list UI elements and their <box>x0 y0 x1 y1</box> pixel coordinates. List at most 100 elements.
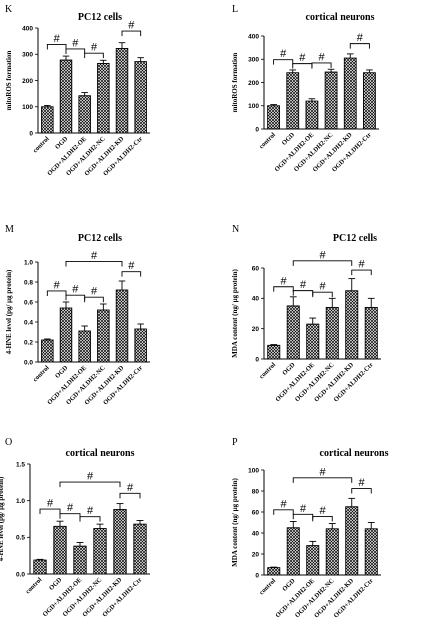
bar <box>286 305 300 360</box>
bar <box>93 528 107 575</box>
y-tick-label: 80 <box>252 488 260 495</box>
bar <box>41 106 54 134</box>
chart-title: PC12 cells <box>78 233 122 244</box>
y-tick-label: 1.5 <box>16 461 25 468</box>
significance-bracket <box>121 30 142 37</box>
significance-marker: # <box>300 279 307 291</box>
significance-marker: # <box>357 32 364 44</box>
significance-bracket <box>79 516 101 522</box>
significance-bracket <box>273 286 294 292</box>
y-tick-label: 100 <box>22 104 33 111</box>
significance-marker: # <box>87 471 94 483</box>
category-label: control <box>24 576 43 595</box>
y-tick-label: 200 <box>22 78 33 85</box>
category-label: OGD <box>48 576 64 592</box>
bar <box>345 506 359 576</box>
bar <box>325 528 339 576</box>
category-label: OGD <box>54 364 70 380</box>
significance-bracket <box>312 291 333 298</box>
significance-bracket <box>312 515 333 522</box>
significance-marker: # <box>299 52 306 64</box>
significance-marker: # <box>91 250 98 262</box>
panel-letter: O <box>5 437 12 448</box>
significance-marker: # <box>72 37 79 49</box>
significance-marker: # <box>91 286 98 298</box>
category-label: OGD <box>281 577 297 593</box>
significance-bracket <box>119 492 141 499</box>
y-tick-label: 1.0 <box>24 259 33 266</box>
bar <box>343 57 357 130</box>
chart-panel-m: M PC12 cells 0.0 0.2 0.4 0.6 0.8 1.0 4-HNE level… <box>5 224 150 407</box>
significance-marker: # <box>47 498 54 510</box>
significance-marker: # <box>54 33 61 45</box>
bar <box>97 309 110 363</box>
chart-title: cortical neurons <box>320 448 389 459</box>
y-tick-label: 40 <box>252 530 260 537</box>
y-tick-label: 20 <box>252 326 260 333</box>
significance-bracket <box>292 260 353 266</box>
category-label: OGD+ALDH2-Ctr <box>101 576 143 618</box>
significance-marker: # <box>127 482 134 494</box>
significance-bracket <box>349 43 370 49</box>
panel-letter: P <box>232 437 238 448</box>
bar <box>306 323 320 360</box>
chart-panel-k: K PC12 cells 0 100 200 300 400 mitoROS formatio… <box>5 4 150 178</box>
y-axis-label: MDA content (ng/ μg protein) <box>231 478 239 567</box>
significance-marker: # <box>128 260 135 272</box>
significance-bracket <box>39 508 61 515</box>
y-tick-label: 60 <box>252 265 260 272</box>
bar <box>78 95 91 134</box>
y-tick-label: 0.0 <box>24 359 33 366</box>
y-tick-label: 300 <box>22 52 33 59</box>
y-tick-label: 20 <box>252 551 260 558</box>
significance-marker: # <box>319 249 326 261</box>
y-axis-label: 4-HNE level (pg/ μg protein) <box>0 476 5 561</box>
y-tick-label: 100 <box>248 103 259 110</box>
y-tick-label: 200 <box>248 80 259 87</box>
significance-bracket <box>59 513 81 519</box>
y-axis-label: 4-HNE level (pg/ μg protein) <box>5 269 13 354</box>
significance-marker: # <box>319 281 326 293</box>
y-tick-label: 0.5 <box>16 535 25 542</box>
category-label: OGD <box>281 361 297 377</box>
bar <box>267 567 281 576</box>
y-tick-label: 0.6 <box>24 299 33 306</box>
significance-bracket <box>65 294 86 301</box>
chart-panel-n: N PC12 cells 0 20 40 60 MDA content (ng/ μg pr… <box>231 224 381 404</box>
significance-marker: # <box>300 503 307 515</box>
significance-bracket <box>46 290 67 296</box>
bar <box>325 306 339 360</box>
y-tick-label: 0.2 <box>24 339 33 346</box>
significance-bracket <box>65 261 123 267</box>
bar <box>364 306 378 360</box>
significance-bracket <box>292 290 314 296</box>
y-tick-label: 0 <box>255 572 259 579</box>
y-axis-label: mitoROS formation <box>5 51 13 111</box>
significance-marker: # <box>280 48 287 60</box>
bar <box>97 62 110 134</box>
significance-marker: # <box>280 275 287 287</box>
bar <box>306 545 320 576</box>
bar <box>286 72 300 130</box>
y-tick-label: 0.4 <box>24 319 33 326</box>
bar <box>59 307 73 363</box>
significance-bracket <box>351 488 372 494</box>
bar <box>73 545 87 575</box>
significance-marker: # <box>67 502 74 514</box>
chart-title: PC12 cells <box>78 12 122 23</box>
bar <box>113 509 127 575</box>
bar <box>59 59 73 134</box>
significance-bracket <box>273 59 294 65</box>
bar <box>134 61 147 134</box>
category-label: control <box>258 577 277 596</box>
y-tick-label: 40 <box>252 296 260 303</box>
y-tick-label: 0.8 <box>24 279 33 286</box>
y-tick-label: 300 <box>248 57 259 64</box>
panel-letter: N <box>232 224 239 235</box>
significance-marker: # <box>280 498 287 510</box>
significance-bracket <box>84 52 104 59</box>
chart-title: PC12 cells <box>333 233 377 244</box>
bar <box>267 344 281 360</box>
